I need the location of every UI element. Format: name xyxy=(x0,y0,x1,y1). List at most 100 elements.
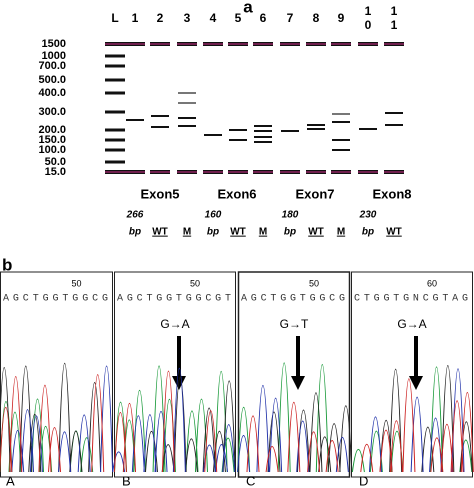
lane-label: 4 xyxy=(210,11,217,25)
trace-peaks xyxy=(237,362,329,473)
sample-tag: M xyxy=(183,227,191,238)
ladder-band xyxy=(105,160,125,164)
band xyxy=(178,92,196,94)
unit-label: bp xyxy=(207,227,219,238)
marker-tint xyxy=(331,43,351,45)
ladder-band xyxy=(105,64,125,68)
lane-label: 7 xyxy=(287,11,294,25)
trace-peaks xyxy=(0,398,94,473)
trace-peaks xyxy=(114,365,235,473)
band xyxy=(204,134,222,136)
lane-label: 3 xyxy=(184,11,191,25)
trace-peaks xyxy=(351,366,473,473)
band xyxy=(254,130,272,132)
trace-letter: D xyxy=(359,473,368,488)
marker-tint xyxy=(203,43,223,45)
mutation: G→T xyxy=(280,317,309,331)
band xyxy=(332,139,350,141)
ladder-label: 1000 xyxy=(42,50,66,62)
sequence: AGCTGGTGGCG xyxy=(241,294,345,305)
marker-tint xyxy=(203,171,223,173)
ladder-band xyxy=(105,138,125,142)
arrow-head xyxy=(291,376,305,390)
ladder-band xyxy=(105,54,125,58)
trace-frame xyxy=(0,271,113,478)
arrow-head xyxy=(172,376,186,390)
mutation: G→A xyxy=(397,317,426,331)
ladder-label: 15.0 xyxy=(45,166,66,178)
band xyxy=(307,128,325,130)
exon-label: Exon8 xyxy=(372,186,411,201)
trace-peaks xyxy=(11,365,114,473)
marker-tint xyxy=(280,43,300,45)
band xyxy=(151,115,169,117)
sequence: AGCTGGTGGCG xyxy=(3,294,108,305)
ladder-label: 1500 xyxy=(42,38,66,50)
size-label: 180 xyxy=(282,210,299,221)
marker-tint xyxy=(177,171,197,173)
lane-label: 1 xyxy=(132,11,139,25)
band xyxy=(254,136,272,138)
marker-tint xyxy=(384,171,404,173)
marker-tint xyxy=(306,171,326,173)
band xyxy=(229,139,247,141)
trace-peaks xyxy=(0,374,105,473)
marker-tint xyxy=(125,43,145,45)
trace-peaks xyxy=(246,401,339,473)
marker-tint xyxy=(150,171,170,173)
sequence: CTGGTGNCGTAG xyxy=(354,294,468,305)
band xyxy=(178,102,196,104)
lane-label: 9 xyxy=(338,11,345,25)
band xyxy=(385,112,403,114)
marker-tint xyxy=(331,171,351,173)
trace-peaks xyxy=(237,384,349,473)
trace-frame xyxy=(237,271,351,478)
ladder-label: 150.0 xyxy=(38,134,66,146)
band xyxy=(178,125,196,127)
lane-label: 6 xyxy=(260,11,267,25)
sample-tag: WT xyxy=(230,227,246,238)
marker-tint xyxy=(177,43,197,45)
band xyxy=(178,117,196,119)
sample-tag: WT xyxy=(386,227,402,238)
band xyxy=(229,129,247,131)
trace-peaks xyxy=(112,368,236,473)
trace-letter: C xyxy=(246,473,255,488)
trace-peaks xyxy=(113,370,218,473)
marker-tint xyxy=(384,43,404,45)
band xyxy=(151,126,169,128)
band xyxy=(307,124,325,126)
size-label: 230 xyxy=(359,210,377,221)
lane-label: 8 xyxy=(313,11,320,25)
mutation: G→A xyxy=(160,317,189,331)
band xyxy=(385,124,403,126)
marker-tint xyxy=(306,43,326,45)
band xyxy=(332,121,350,123)
exon-label: Exon6 xyxy=(217,186,256,201)
marker-tint xyxy=(105,43,125,45)
marker-tint xyxy=(125,171,145,173)
marker-tint xyxy=(228,43,248,45)
ladder-label: 100.0 xyxy=(38,144,66,156)
sample-tag: WT xyxy=(308,227,324,238)
position-label: 50 xyxy=(71,278,81,288)
marker-tint xyxy=(358,171,378,173)
ladder-band xyxy=(105,110,125,114)
panel-label: b xyxy=(2,255,12,274)
unit-label: bp xyxy=(284,227,296,238)
ladder-label: 200.0 xyxy=(38,124,66,136)
size-label: 266 xyxy=(126,210,144,221)
band xyxy=(359,128,377,130)
ladder-band xyxy=(105,78,125,82)
trace-peaks xyxy=(144,377,236,473)
sample-tag: M xyxy=(337,227,345,238)
trace-frame xyxy=(351,271,473,478)
marker-tint xyxy=(253,171,273,173)
panel-label: a xyxy=(243,0,253,16)
trace-peaks xyxy=(368,368,465,473)
trace-peaks xyxy=(267,392,353,473)
band xyxy=(332,113,350,115)
